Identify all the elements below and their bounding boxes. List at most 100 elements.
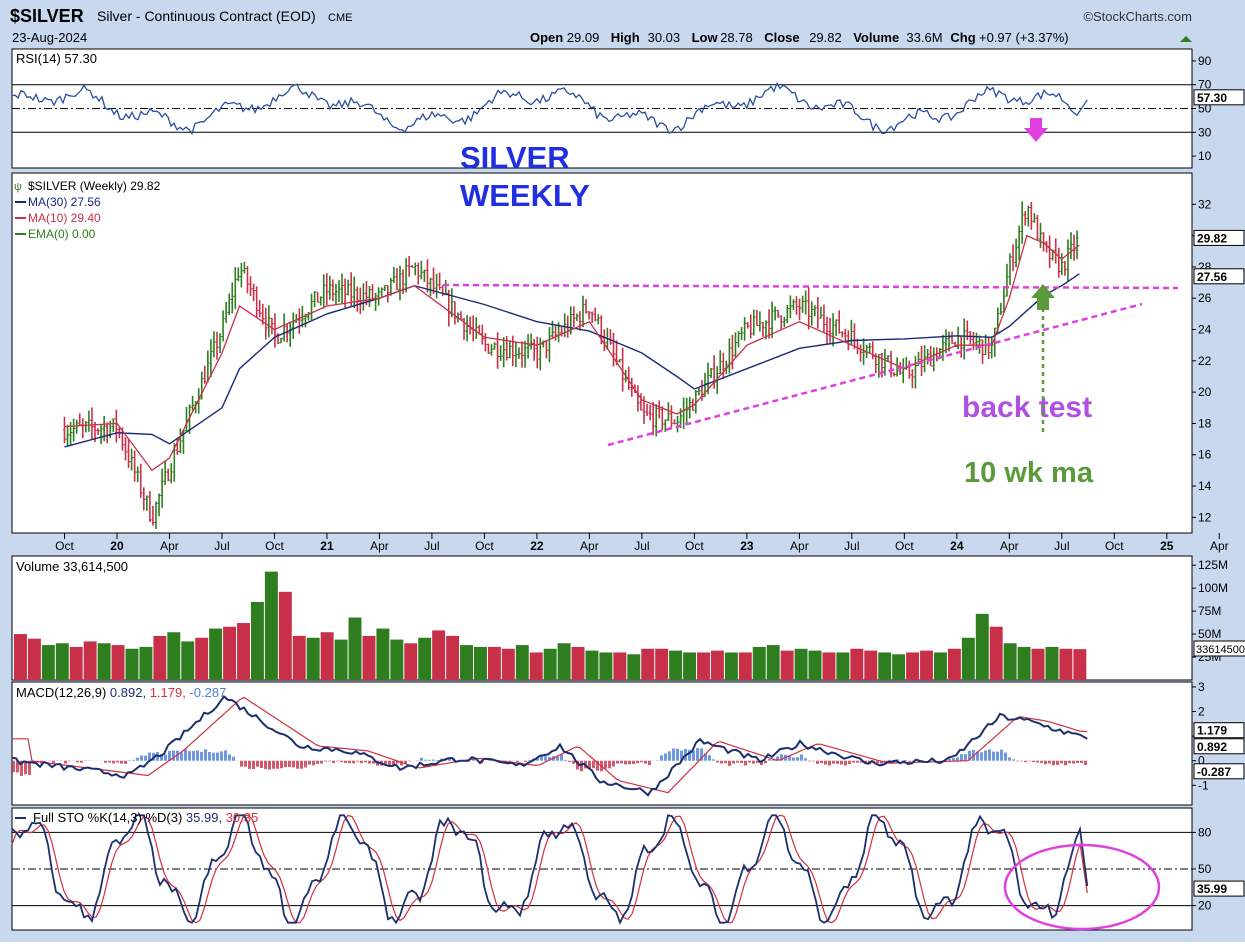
x-axis-label: 25 — [1160, 539, 1174, 553]
macd-histogram-bar — [132, 760, 135, 761]
quote-value: +0.97 (+3.37%) — [979, 30, 1069, 45]
macd-histogram-bar — [216, 753, 219, 761]
macd-histogram-bar — [332, 761, 335, 763]
quote-label: Chg — [950, 30, 975, 45]
volume-bar — [850, 649, 863, 680]
macd-histogram-bar — [716, 761, 719, 763]
last-price-label: 29.82 — [1197, 231, 1227, 245]
macd-histogram-bar — [436, 760, 439, 761]
macd-histogram-bar — [336, 761, 339, 762]
macd-histogram-bar — [812, 761, 815, 762]
macd-histogram-bar — [368, 761, 371, 764]
volume-bar — [321, 632, 334, 680]
macd-histogram-bar — [140, 756, 143, 761]
macd-histogram-bar — [836, 761, 839, 764]
volume-bar — [404, 643, 417, 680]
x-axis-label: Apr — [160, 539, 179, 553]
price-axis-tick-label: 22 — [1198, 354, 1212, 368]
instrument-name: Silver - Continuous Contract (EOD) — [97, 8, 316, 24]
macd-histogram-bar — [364, 761, 367, 763]
macd-histogram-bar — [960, 754, 963, 761]
volume-bar — [920, 651, 933, 680]
volume-bar — [307, 638, 320, 680]
macd-panel-frame — [12, 682, 1192, 805]
macd-histogram-bar — [1000, 750, 1003, 761]
volume-bar — [70, 647, 83, 680]
macd-histogram-bar — [264, 761, 267, 769]
volume-bar — [836, 652, 849, 680]
macd-histogram-bar — [220, 751, 223, 760]
macd-histogram-bar — [724, 761, 727, 764]
macd-histogram-bar — [660, 755, 663, 760]
macd-histogram-bar — [184, 749, 187, 760]
macd-histogram-bar — [1040, 761, 1043, 763]
annotation-back-test: back test — [962, 391, 1092, 424]
x-axis-label: Oct — [895, 539, 914, 553]
volume-bar — [516, 645, 529, 680]
volume-bar — [460, 645, 473, 680]
macd-histogram-bar — [800, 754, 803, 760]
macd-histogram-bar — [820, 761, 823, 763]
x-axis-label: 22 — [530, 539, 544, 553]
price-axis-tick-label: 12 — [1198, 510, 1212, 524]
volume-bar — [948, 649, 961, 680]
volume-bar — [1004, 643, 1017, 680]
macd-histogram-bar — [744, 761, 747, 766]
quote-value: 29.82 — [809, 30, 842, 45]
volume-bar — [962, 638, 975, 680]
x-axis-label: Oct — [1105, 539, 1124, 553]
rsi-axis-tick-label: 30 — [1198, 125, 1212, 139]
brand-label[interactable]: ©StockCharts.com — [1083, 9, 1192, 24]
macd-histogram-bar — [428, 760, 431, 761]
macd-histogram-bar — [608, 761, 611, 769]
volume-bar — [1073, 649, 1086, 680]
macd-histogram-bar — [712, 759, 715, 760]
volume-axis-label: 75M — [1198, 604, 1221, 618]
annotation-10wk-ma: 10 wk ma — [964, 457, 1094, 489]
macd-histogram-bar — [988, 749, 991, 760]
quote-label: Open — [530, 30, 563, 45]
volume-bar — [14, 634, 27, 680]
volume-bar — [432, 630, 445, 680]
quote-value: 28.78 — [720, 30, 753, 45]
macd-histogram-bar — [348, 761, 351, 763]
x-axis-label: Apr — [790, 539, 809, 553]
macd-histogram-bar — [64, 761, 67, 764]
x-axis-label: Oct — [685, 539, 704, 553]
volume-bar — [56, 643, 69, 680]
macd-histogram-bar — [108, 761, 111, 763]
macd-histogram-bar — [1064, 761, 1067, 766]
macd-histogram-bar — [352, 761, 355, 764]
macd-histogram-bar — [720, 761, 723, 764]
volume-bar — [586, 651, 599, 680]
macd-histogram-bar — [644, 761, 647, 764]
macd-histogram-bar — [1012, 759, 1015, 760]
volume-bar — [711, 651, 724, 680]
macd-signal-value: 1.179 — [1197, 724, 1227, 738]
volume-bar — [697, 652, 710, 680]
sto-title-value: 30.35 — [226, 810, 259, 825]
macd-histogram-bar — [356, 761, 359, 762]
price-axis-tick-label: 14 — [1198, 479, 1212, 493]
macd-histogram-bar — [192, 751, 195, 761]
macd-histogram-bar — [1080, 761, 1083, 763]
volume-bar — [376, 629, 389, 680]
macd-histogram-bar — [764, 761, 767, 763]
price-legend-item: $SILVER (Weekly) 29.82 — [28, 179, 161, 193]
ma30-price-label: 27.56 — [1197, 270, 1227, 284]
price-axis-tick-label: 18 — [1198, 416, 1212, 430]
macd-histogram-bar — [752, 761, 755, 764]
volume-bar — [767, 645, 780, 680]
macd-histogram-bar — [1008, 757, 1011, 760]
symbol-label[interactable]: $SILVER — [10, 6, 84, 26]
volume-bar — [474, 647, 487, 680]
macd-histogram-bar — [628, 761, 631, 765]
macd-histogram-bar — [748, 761, 751, 763]
volume-bar — [390, 640, 403, 680]
macd-histogram-bar — [1052, 761, 1055, 765]
macd-histogram-bar — [1036, 761, 1039, 763]
volume-bar — [1059, 649, 1072, 680]
macd-histogram-bar — [284, 761, 287, 767]
price-legend-item: EMA(0) 0.00 — [28, 227, 96, 241]
